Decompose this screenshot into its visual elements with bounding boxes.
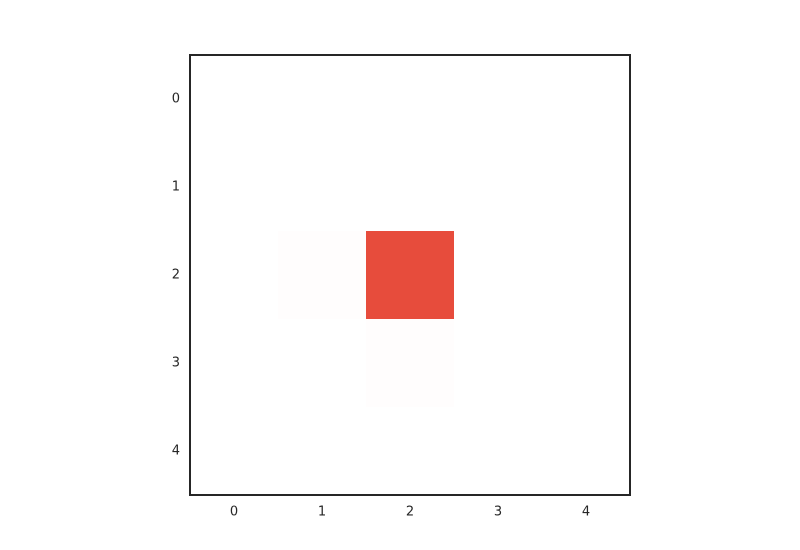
heatmap-cell-r4-c2 — [366, 407, 454, 495]
heatmap-cell-r2-c1 — [278, 231, 366, 319]
x-tick-label: 1 — [318, 505, 326, 520]
heatmap-cell-r1-c0 — [190, 143, 278, 231]
heatmap-cell-r1-c2 — [366, 143, 454, 231]
heatmap-cell-r4-c1 — [278, 407, 366, 495]
y-tick-label: 0 — [172, 92, 180, 107]
heatmap-cell-r0-c3 — [454, 55, 542, 143]
x-tick-label: 0 — [230, 505, 238, 520]
heatmap-cell-r2-c4 — [542, 231, 630, 319]
x-tick-label: 2 — [406, 505, 414, 520]
heatmap-cell-r0-c2 — [366, 55, 454, 143]
heatmap-cell-r2-c0 — [190, 231, 278, 319]
heatmap-cell-r0-c0 — [190, 55, 278, 143]
heatmap-cell-r3-c0 — [190, 319, 278, 407]
heatmap-cells — [190, 55, 630, 495]
heatmap-cell-r3-c4 — [542, 319, 630, 407]
x-tick-label: 4 — [582, 505, 590, 520]
x-tick-labels: 0 1 2 3 4 — [230, 505, 590, 520]
heatmap-cell-r3-c1 — [278, 319, 366, 407]
y-tick-label: 3 — [172, 356, 180, 371]
heatmap-cell-r2-c3 — [454, 231, 542, 319]
x-tick-label: 3 — [494, 505, 502, 520]
heatmap-cell-r2-c2 — [366, 231, 454, 319]
plot-frame — [189, 54, 631, 496]
heatmap-cell-r4-c0 — [190, 407, 278, 495]
y-tick-label: 2 — [172, 268, 180, 283]
heatmap-cell-r3-c2 — [366, 319, 454, 407]
heatmap-cell-r1-c1 — [278, 143, 366, 231]
heatmap-cell-r1-c4 — [542, 143, 630, 231]
heatmap-cell-r0-c4 — [542, 55, 630, 143]
heatmap-cell-r4-c3 — [454, 407, 542, 495]
y-tick-label: 1 — [172, 180, 180, 195]
heatmap-cell-r4-c4 — [542, 407, 630, 495]
y-tick-label: 4 — [172, 444, 180, 459]
heatmap-cell-r1-c3 — [454, 143, 542, 231]
y-tick-labels: 0 1 2 3 4 — [172, 92, 180, 459]
heatmap-cell-r0-c1 — [278, 55, 366, 143]
heatmap-cell-r3-c3 — [454, 319, 542, 407]
